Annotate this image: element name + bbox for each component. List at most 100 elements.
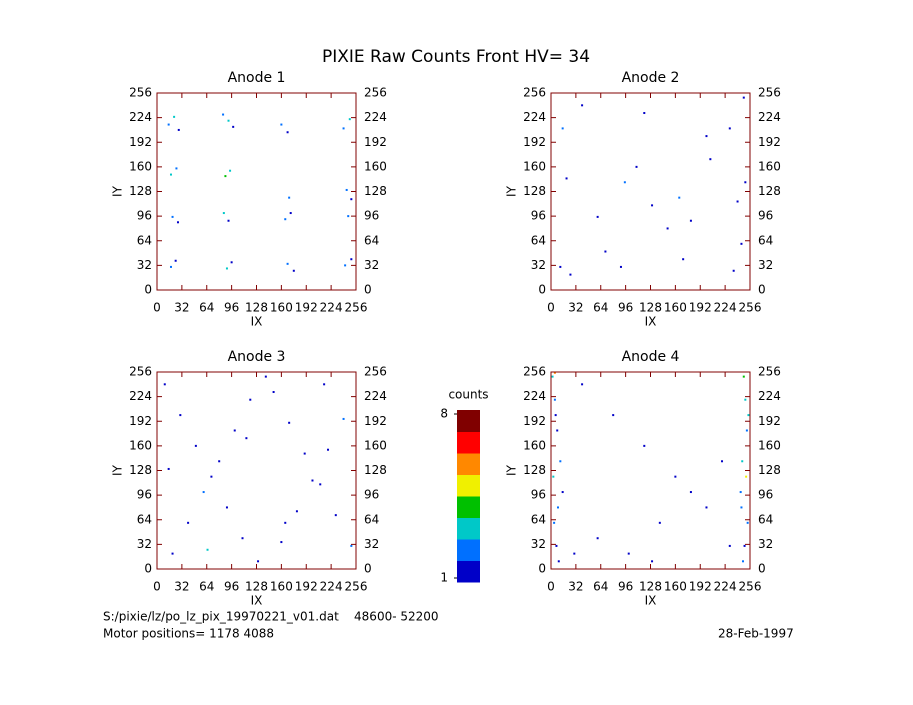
y-tick-label-right: 192: [364, 414, 387, 428]
count-dot: [604, 250, 607, 253]
y-tick-label: 256: [129, 365, 152, 379]
count-dot: [288, 196, 291, 199]
y-tick-label-right: 256: [758, 365, 781, 379]
colorbar-segment: [457, 560, 480, 583]
count-dot: [272, 391, 275, 394]
count-dot: [292, 269, 295, 272]
count-dot: [280, 541, 283, 544]
count-dot: [227, 219, 230, 222]
y-tick-label-right: 128: [364, 463, 387, 477]
x-tick-label: 64: [593, 580, 608, 594]
count-dot: [224, 175, 227, 178]
x-tick-label: 256: [345, 301, 368, 315]
x-axis-label: IX: [251, 594, 263, 608]
count-dot: [596, 537, 599, 540]
count-dot: [327, 448, 330, 451]
y-tick-label: 32: [531, 258, 546, 272]
count-dot: [744, 181, 747, 184]
count-dot: [230, 261, 233, 264]
y-tick-label: 192: [129, 414, 152, 428]
count-dot: [736, 200, 739, 203]
colorbar-segment: [457, 453, 480, 475]
y-tick-label-right: 64: [364, 233, 379, 247]
x-tick-label: 0: [547, 301, 555, 315]
y-tick-label: 128: [523, 184, 546, 198]
y-tick-label: 32: [531, 537, 546, 551]
count-dot: [206, 548, 209, 551]
count-dot: [177, 128, 180, 131]
count-dot: [176, 221, 179, 224]
count-dot: [705, 506, 708, 509]
count-dot: [222, 212, 225, 215]
colorbar-tick-label: 1: [440, 571, 448, 585]
count-dot: [225, 506, 228, 509]
colorbar-segment: [457, 474, 480, 497]
count-dot: [556, 429, 559, 432]
y-tick-label: 0: [538, 562, 546, 576]
count-dot: [746, 521, 749, 524]
chart-title: PIXIE Raw Counts Front HV= 34: [322, 47, 590, 67]
colorbar-segment: [457, 410, 480, 432]
plot-frame: [550, 371, 751, 570]
y-tick-label: 128: [523, 463, 546, 477]
count-dot: [556, 506, 559, 509]
x-tick-label: 96: [224, 301, 239, 315]
y-tick-label-right: 224: [758, 110, 781, 124]
y-tick-label: 0: [538, 283, 546, 297]
y-tick-label: 128: [129, 463, 152, 477]
y-tick-label-right: 64: [758, 233, 773, 247]
count-dot: [635, 165, 638, 168]
y-tick-label-right: 160: [364, 159, 387, 173]
y-tick-label: 96: [137, 209, 152, 223]
count-dot: [344, 264, 347, 267]
count-dot: [257, 560, 260, 563]
count-dot: [643, 444, 646, 447]
x-tick-label: 160: [270, 580, 293, 594]
y-tick-label: 32: [137, 537, 152, 551]
count-dot: [565, 177, 568, 180]
y-tick-label-right: 256: [364, 86, 387, 100]
y-tick-label-right: 32: [758, 537, 773, 551]
y-axis-label: IY: [111, 185, 125, 197]
count-dot: [167, 467, 170, 470]
count-dot: [245, 437, 248, 440]
colorbar-segment: [457, 539, 480, 561]
count-dot: [569, 273, 572, 276]
count-dot: [280, 123, 283, 126]
y-tick-label: 128: [129, 184, 152, 198]
count-dot: [742, 375, 745, 378]
x-tick-label: 96: [618, 301, 633, 315]
count-dot: [233, 429, 236, 432]
count-dot: [350, 258, 353, 261]
count-dot: [174, 259, 177, 262]
y-tick-label: 224: [523, 110, 546, 124]
x-tick-label: 32: [174, 301, 189, 315]
y-axis-label: IY: [505, 185, 519, 197]
count-dot: [232, 125, 235, 128]
count-dot: [744, 398, 747, 401]
y-tick-label: 160: [129, 438, 152, 452]
count-dot: [229, 169, 232, 172]
x-axis-label: IX: [645, 315, 657, 329]
y-tick-label-right: 96: [364, 209, 379, 223]
y-tick-label: 224: [129, 389, 152, 403]
count-dot: [623, 181, 626, 184]
count-dot: [689, 219, 692, 222]
count-dot: [689, 491, 692, 494]
count-dot: [674, 475, 677, 478]
y-tick-label: 96: [531, 488, 546, 502]
y-tick-label-right: 32: [758, 258, 773, 272]
count-dot: [241, 537, 244, 540]
count-dot: [311, 479, 314, 482]
y-tick-label: 160: [523, 159, 546, 173]
x-tick-label: 128: [639, 580, 662, 594]
count-dot: [666, 227, 669, 230]
y-tick-label-right: 96: [758, 209, 773, 223]
y-tick-label-right: 224: [758, 389, 781, 403]
x-tick-label: 256: [345, 580, 368, 594]
y-tick-label-right: 224: [364, 110, 387, 124]
count-dot: [740, 506, 743, 509]
x-tick-label: 0: [153, 301, 161, 315]
x-tick-label: 224: [320, 580, 343, 594]
count-dot: [709, 158, 712, 161]
